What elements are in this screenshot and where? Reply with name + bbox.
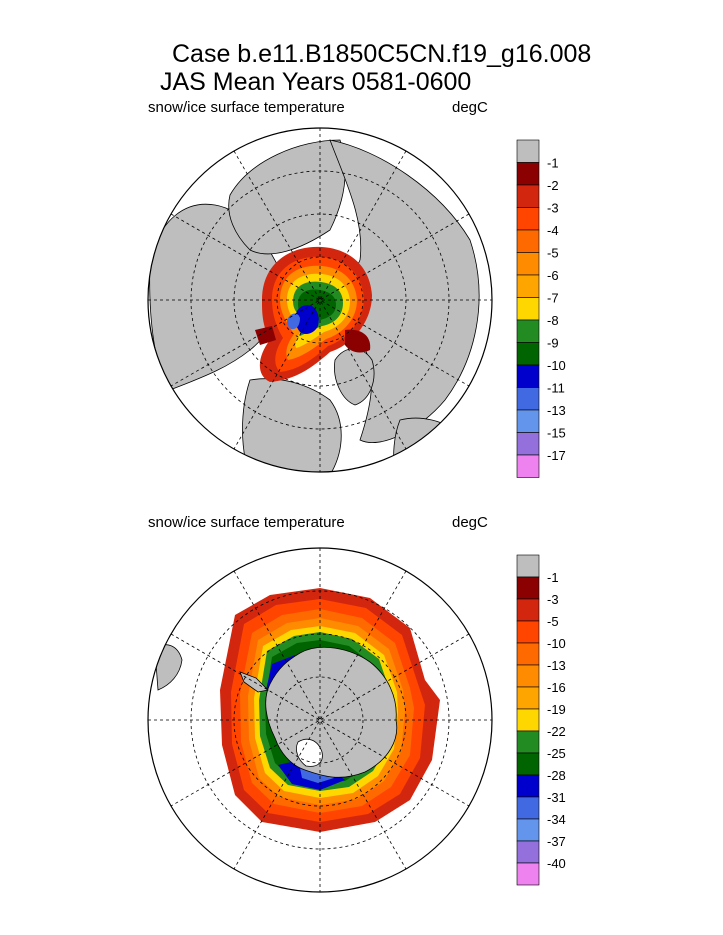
colorbar-tick-label: -25 (547, 746, 566, 761)
colorbar-swatch (516, 252, 540, 276)
north-colorbar: -1 -2 -3 -4 -5 -6 -7 -8 -9 -10 -11 -13 -15 -17 (516, 139, 566, 478)
colorbar-swatch (516, 554, 540, 578)
colorbar-swatch (516, 708, 540, 732)
colorbar-tick-label: -4 (547, 223, 559, 238)
colorbar-tick-label: -9 (547, 336, 559, 351)
colorbar-tick-label: -1 (547, 570, 559, 585)
colorbar-swatch (516, 730, 540, 754)
colorbar-tick-label: -3 (547, 592, 559, 607)
colorbar-swatch (516, 686, 540, 710)
south-map-border (147, 547, 493, 893)
colorbar-swatch (516, 409, 540, 433)
colorbar-swatch (516, 342, 540, 366)
panel1-variable-label: snow/ice surface temperature (148, 99, 345, 116)
colorbar-tick-label: -10 (547, 358, 566, 373)
colorbar-swatch (516, 774, 540, 798)
colorbar-tick-label: -31 (547, 790, 566, 805)
north-land-siberia (329, 139, 480, 443)
figure-title-line2: JAS Mean Years 0581-0600 (160, 68, 472, 96)
north-map-border (147, 127, 493, 473)
colorbar-swatch (516, 184, 540, 208)
colorbar-swatch (516, 576, 540, 600)
panel2-variable-label: snow/ice surface temperature (148, 514, 345, 531)
panel1-units-label: degC (452, 99, 488, 116)
colorbar-tick-label: -5 (547, 246, 559, 261)
colorbar-tick-label: -13 (547, 658, 566, 673)
colorbar-swatch (516, 387, 540, 411)
colorbar-swatch (516, 319, 540, 343)
south-ice-lightblue-ross (300, 768, 334, 783)
north-land-canada (228, 139, 346, 255)
colorbar-tick-label: -40 (547, 856, 566, 871)
colorbar-swatch (516, 207, 540, 231)
colorbar-tick-label: -16 (547, 680, 566, 695)
colorbar-swatch (516, 432, 540, 456)
colorbar-tick-label: -28 (547, 768, 566, 783)
colorbar-tick-label: -1 (547, 156, 559, 171)
colorbar-swatch (516, 274, 540, 298)
colorbar-swatch (516, 840, 540, 864)
colorbar-tick-label: -15 (547, 426, 566, 441)
colorbar-swatch (516, 454, 540, 478)
colorbar-swatch (516, 229, 540, 253)
colorbar-tick-label: -13 (547, 403, 566, 418)
north-polar-map (147, 127, 493, 473)
south-colorbar: -1 -3 -5 -10 -13 -16 -19 -22 -25 -28 -31 -34 -37 -40 (516, 554, 566, 886)
south-polar-map (147, 547, 493, 893)
colorbar-swatch (516, 598, 540, 622)
figure-title-line1: Case b.e11.B1850C5CN.f19_g16.008 (172, 40, 592, 68)
colorbar-tick-label: -34 (547, 812, 566, 827)
colorbar-swatch (516, 818, 540, 842)
colorbar-tick-label: -5 (547, 614, 559, 629)
colorbar-swatch (516, 162, 540, 186)
colorbar-tick-label: -6 (547, 268, 559, 283)
north-ice-edge-right (345, 329, 371, 353)
colorbar-swatch (516, 620, 540, 644)
colorbar-tick-label: -22 (547, 724, 566, 739)
colorbar-swatch (516, 752, 540, 776)
colorbar-swatch (516, 796, 540, 820)
colorbar-tick-label: -37 (547, 834, 566, 849)
colorbar-swatch (516, 297, 540, 321)
colorbar-swatch (516, 139, 540, 163)
colorbar-tick-label: -10 (547, 636, 566, 651)
north-land-africa-edge (393, 417, 471, 472)
colorbar-tick-label: -3 (547, 201, 559, 216)
colorbar-tick-label: -11 (547, 381, 565, 396)
colorbar-swatch (516, 364, 540, 388)
colorbar-swatch (516, 862, 540, 886)
colorbar-swatch (516, 642, 540, 666)
north-ice-edge-left (255, 326, 276, 345)
panel2-units-label: degC (452, 514, 488, 531)
colorbar-tick-label: -8 (547, 313, 559, 328)
north-land-europe (242, 378, 342, 472)
colorbar-tick-label: -17 (547, 448, 566, 463)
colorbar-tick-label: -19 (547, 702, 566, 717)
colorbar-swatch (516, 664, 540, 688)
colorbar-tick-label: -7 (547, 291, 559, 306)
south-land-peninsula (239, 671, 269, 693)
colorbar-tick-label: -2 (547, 178, 559, 193)
